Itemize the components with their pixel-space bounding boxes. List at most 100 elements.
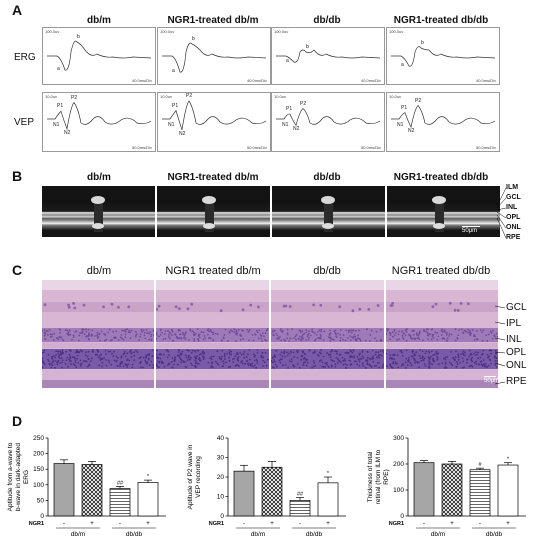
ngr1-sign: + — [270, 520, 274, 527]
significance-marker: * — [507, 457, 510, 463]
erg-waveform — [276, 49, 381, 63]
oct-layer-ilm: ILM — [506, 184, 519, 191]
oct-layer-pointers — [496, 187, 507, 239]
y-tick-label: 100 — [33, 482, 44, 489]
y-axis-title: Aptitude from a-wave tob-wave in dark-ad… — [7, 442, 30, 511]
y-tick-label: 250 — [33, 435, 44, 442]
vep-p2-label: P2 — [186, 93, 193, 99]
vep-waveform — [276, 108, 381, 127]
significance-marker: ## — [117, 480, 124, 486]
ngr1-sign: + — [450, 520, 454, 527]
ngr1-sign: - — [243, 520, 245, 527]
he-layer-onl: ONL — [506, 360, 527, 371]
vep-n2-label: N2 — [64, 129, 71, 136]
ngr1-sign: + — [326, 520, 330, 527]
ngr1-sign: + — [506, 520, 510, 527]
ngr1-sign: - — [479, 520, 481, 527]
significance-marker: * — [147, 474, 150, 480]
row-label-erg: ERG — [14, 52, 36, 63]
panel-label-d: D — [12, 413, 23, 429]
he-scale-bar: 50μm — [484, 376, 500, 384]
vep-n2-label: N2 — [293, 126, 300, 133]
vep-n1-label: N1 — [53, 122, 60, 128]
y-tick-label: 20 — [217, 474, 225, 481]
group-label: db/db — [486, 531, 503, 538]
erg-scale-bottom: 40.0ms/Div — [246, 78, 267, 83]
vep-trace-ngr1-db-m: 10.0uv 50.0ms/Div P1 N1 N2 P2 — [157, 92, 271, 152]
erg-a-wave-label: a — [172, 68, 175, 74]
erg-scale-bottom: 40.0ms/Div — [475, 78, 496, 83]
he-layer-rpe: RPE — [506, 376, 527, 387]
vep-waveform — [47, 101, 152, 131]
vep-waveform — [162, 100, 267, 130]
vep-trace-ngr1-db-db: 10.0uv 50.0ms/Div P1 N1 N2 P2 — [386, 92, 500, 152]
oct-layer-inl: INL — [506, 204, 518, 211]
erg-b-wave-label: b — [77, 34, 80, 40]
erg-scale-top: 100.0uv — [274, 29, 289, 34]
vep-trace-db-db: 10.0uv 50.0ms/Div P1 N1 N2 P2 — [271, 92, 385, 152]
y-tick-label: 30 — [217, 455, 225, 462]
vep-scale-bottom: 50.0ms/Div — [475, 145, 496, 150]
col-header-b-4: NGR1-treated db/db — [393, 172, 489, 183]
vep-p2-label: P2 — [300, 100, 307, 107]
y-axis-title: Thickness of totalretinal (from ILM toRP… — [367, 449, 390, 504]
vep-trace-db-m: 10.0uv 50.0ms/Div P1 N1 N2 P2 — [42, 92, 156, 152]
ngr1-row-label: NGR1 — [389, 521, 404, 527]
bar — [233, 470, 255, 517]
erg-scale-top: 100.0uv — [160, 29, 175, 34]
group-label: db/db — [126, 531, 143, 538]
erg-waveform — [391, 46, 496, 67]
oct-layer-opl: OPL — [506, 214, 521, 221]
group-label: db/m — [71, 531, 85, 538]
bar — [413, 462, 435, 517]
y-tick-label: 200 — [33, 451, 44, 458]
erg-scale-top: 100.0uv — [45, 29, 60, 34]
ngr1-row-label: NGR1 — [209, 521, 224, 527]
oct-layer-rpe: RPE — [506, 234, 521, 241]
oct-image-db-m — [42, 186, 155, 237]
col-header-c-1: db/m — [86, 265, 112, 277]
vep-p1-label: P1 — [57, 103, 64, 110]
col-header-c-4: NGR1 treated db/db — [391, 265, 491, 277]
ngr1-sign: - — [299, 520, 301, 527]
y-tick-label: 300 — [393, 435, 404, 442]
col-header-a-4: NGR1-treated db/db — [393, 15, 489, 26]
bar — [261, 466, 283, 517]
significance-marker: ## — [297, 491, 304, 497]
erg-trace-ngr1-db-db: 100.0uv 40.0ms/Div a b — [386, 27, 500, 85]
vep-p1-label: P1 — [286, 106, 293, 113]
panel-label-a: A — [12, 2, 23, 18]
vep-scale-bottom: 50.0ms/Div — [246, 145, 267, 150]
bar — [81, 464, 103, 517]
erg-scale-bottom: 40.0ms/Div — [131, 78, 152, 83]
oct-layer-gcl: GCL — [506, 194, 521, 201]
oct-image-db-db — [272, 186, 385, 237]
bar — [317, 482, 339, 517]
ngr1-row-label: NGR1 — [29, 521, 44, 527]
oct-image-ngr1-db-m — [157, 186, 270, 237]
erg-a-wave-label: a — [401, 62, 404, 68]
erg-trace-db-db: 100.0uv 40.0ms/Div a b — [271, 27, 385, 85]
he-image-ngr1-db-m — [156, 280, 269, 388]
erg-trace-db-m: 100.0uv 40.0ms/Div a b — [42, 27, 156, 85]
col-header-b-3: db/db — [313, 172, 341, 183]
panel-label-c: C — [12, 262, 23, 278]
ngr1-sign: - — [119, 520, 121, 527]
col-header-a-3: db/db — [313, 15, 341, 26]
oct-layer-onl: ONL — [506, 224, 521, 231]
bar — [53, 463, 75, 517]
col-header-c-2: NGR1 treated db/m — [165, 265, 261, 277]
erg-b-wave-label: b — [306, 44, 309, 50]
vep-scale-top: 10.0uv — [160, 94, 173, 99]
col-header-c-3: db/db — [313, 265, 341, 277]
col-header-b-2: NGR1-treated db/m — [167, 172, 259, 183]
vep-p1-label: P1 — [172, 102, 179, 109]
he-image-db-db — [271, 280, 384, 388]
y-tick-label: 200 — [393, 461, 404, 468]
erg-waveform — [162, 42, 267, 73]
erg-trace-ngr1-db-m: 100.0uv 40.0ms/Div a b — [157, 27, 271, 85]
col-header-a-1: db/m — [87, 15, 111, 26]
vep-p1-label: P1 — [401, 104, 408, 111]
bar — [289, 500, 311, 517]
he-layer-gcl: GCL — [506, 302, 527, 313]
